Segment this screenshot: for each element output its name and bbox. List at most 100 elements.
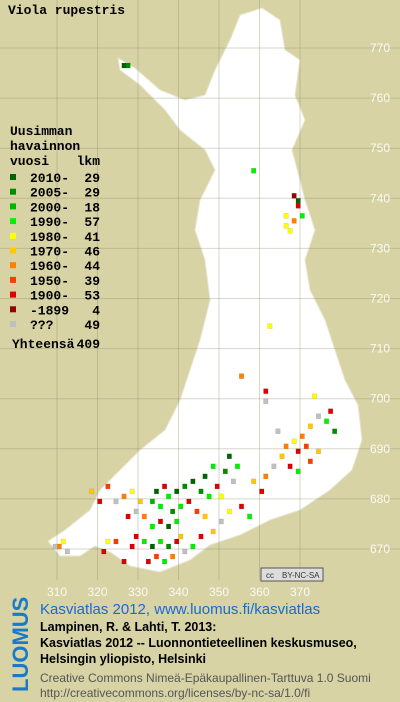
observation-square: [303, 443, 309, 450]
observation-square: [226, 508, 232, 515]
legend-count: 44: [84, 259, 100, 274]
observation-square: [283, 443, 289, 450]
observation-square: [239, 373, 244, 379]
y-tick-label: 680: [370, 492, 390, 506]
license-icon: cc: [266, 571, 274, 580]
y-tick-label: 730: [370, 241, 390, 255]
observation-square: [295, 448, 301, 455]
observation-square: [295, 198, 301, 204]
observation-square: [105, 483, 111, 490]
observation-square: [332, 428, 338, 435]
legend-count: 46: [84, 245, 100, 260]
observation-square: [121, 558, 127, 565]
observation-square: [174, 488, 180, 495]
observation-square: [194, 508, 200, 515]
observation-square: [133, 508, 139, 515]
legend-swatch: [10, 218, 16, 225]
title: Viola rupestris: [8, 3, 125, 18]
observation-square: [174, 538, 180, 545]
observation-square: [218, 493, 224, 500]
observation-square: [137, 498, 143, 505]
footer-link[interactable]: Kasviatlas 2012, www.luomus.fi/kasviatla…: [40, 601, 320, 618]
observation-square: [162, 483, 168, 490]
observation-square: [251, 478, 257, 485]
legend-count: 18: [84, 200, 100, 215]
observation-square: [230, 478, 236, 485]
legend-label: 2005-: [30, 186, 69, 201]
legend-swatch: [10, 276, 16, 283]
legend-swatch: [10, 291, 16, 298]
citation: Helsingin yliopisto, Helsinki: [40, 652, 206, 666]
observation-square: [101, 548, 107, 555]
observation-square: [182, 483, 188, 490]
x-tick-label: 340: [168, 585, 188, 599]
observation-square: [198, 488, 204, 495]
observation-square: [259, 488, 265, 495]
observation-square: [275, 428, 281, 435]
observation-square: [214, 483, 220, 490]
x-tick-label: 350: [209, 585, 229, 599]
observation-square: [295, 468, 301, 475]
legend-count-header: lkm: [77, 154, 101, 169]
observation-square: [311, 393, 317, 399]
observation-square: [239, 503, 244, 510]
legend-swatch: [10, 321, 16, 327]
legend-swatch: [10, 306, 16, 313]
legend-header: vuosi: [10, 154, 49, 169]
observation-square: [141, 513, 147, 520]
observation-square: [299, 433, 305, 440]
legend-total: 409: [77, 337, 101, 352]
observation-square: [307, 458, 313, 465]
legend-label: 2000-: [30, 200, 69, 215]
observation-square: [64, 548, 70, 555]
y-tick-label: 690: [370, 442, 390, 456]
observation-square: [291, 438, 297, 445]
observation-square: [133, 533, 139, 540]
legend-swatch: [10, 232, 16, 239]
observation-square: [328, 408, 334, 414]
observation-square: [315, 448, 321, 455]
observation-square: [125, 513, 131, 520]
observation-square: [210, 463, 216, 470]
observation-square: [287, 463, 293, 470]
observation-square: [129, 543, 135, 550]
observation-square: [52, 543, 58, 550]
observation-square: [149, 523, 155, 530]
observation-square: [153, 488, 159, 495]
license-text: Creative Commons Nimeä-Epäkaupallinen-Ta…: [40, 671, 371, 685]
legend-count: 29: [84, 186, 100, 201]
observation-square: [166, 523, 172, 530]
legend-count: 41: [84, 230, 100, 245]
legend-count: 53: [84, 289, 100, 304]
observation-square: [145, 558, 151, 565]
legend-label: 1900-: [30, 289, 69, 304]
legend-header: havainnon: [10, 139, 80, 154]
y-tick-label: 700: [370, 392, 390, 406]
observation-square: [149, 543, 155, 550]
observation-square: [295, 203, 301, 209]
legend-header: Uusimman: [10, 124, 73, 139]
observation-square: [218, 518, 224, 525]
observation-square: [287, 228, 293, 234]
observation-square: [158, 518, 163, 525]
legend-count: 49: [84, 318, 100, 333]
y-tick-label: 760: [370, 91, 390, 105]
license-badge-box: [260, 567, 324, 582]
logo: LUOMUS: [8, 597, 33, 692]
legend-swatch: [10, 203, 16, 210]
x-tick-label: 370: [290, 585, 310, 599]
legend-label: 1960-: [30, 259, 69, 274]
observation-square: [166, 543, 172, 550]
observation-square: [315, 413, 321, 419]
legend-count: 39: [84, 274, 100, 289]
observation-square: [247, 513, 253, 520]
observation-square: [202, 473, 208, 480]
x-tick-label: 360: [249, 585, 269, 599]
observation-square: [113, 498, 119, 505]
y-tick-label: 710: [370, 342, 390, 356]
observation-square: [283, 213, 289, 219]
y-tick-label: 670: [370, 542, 390, 556]
observation-square: [129, 488, 135, 495]
